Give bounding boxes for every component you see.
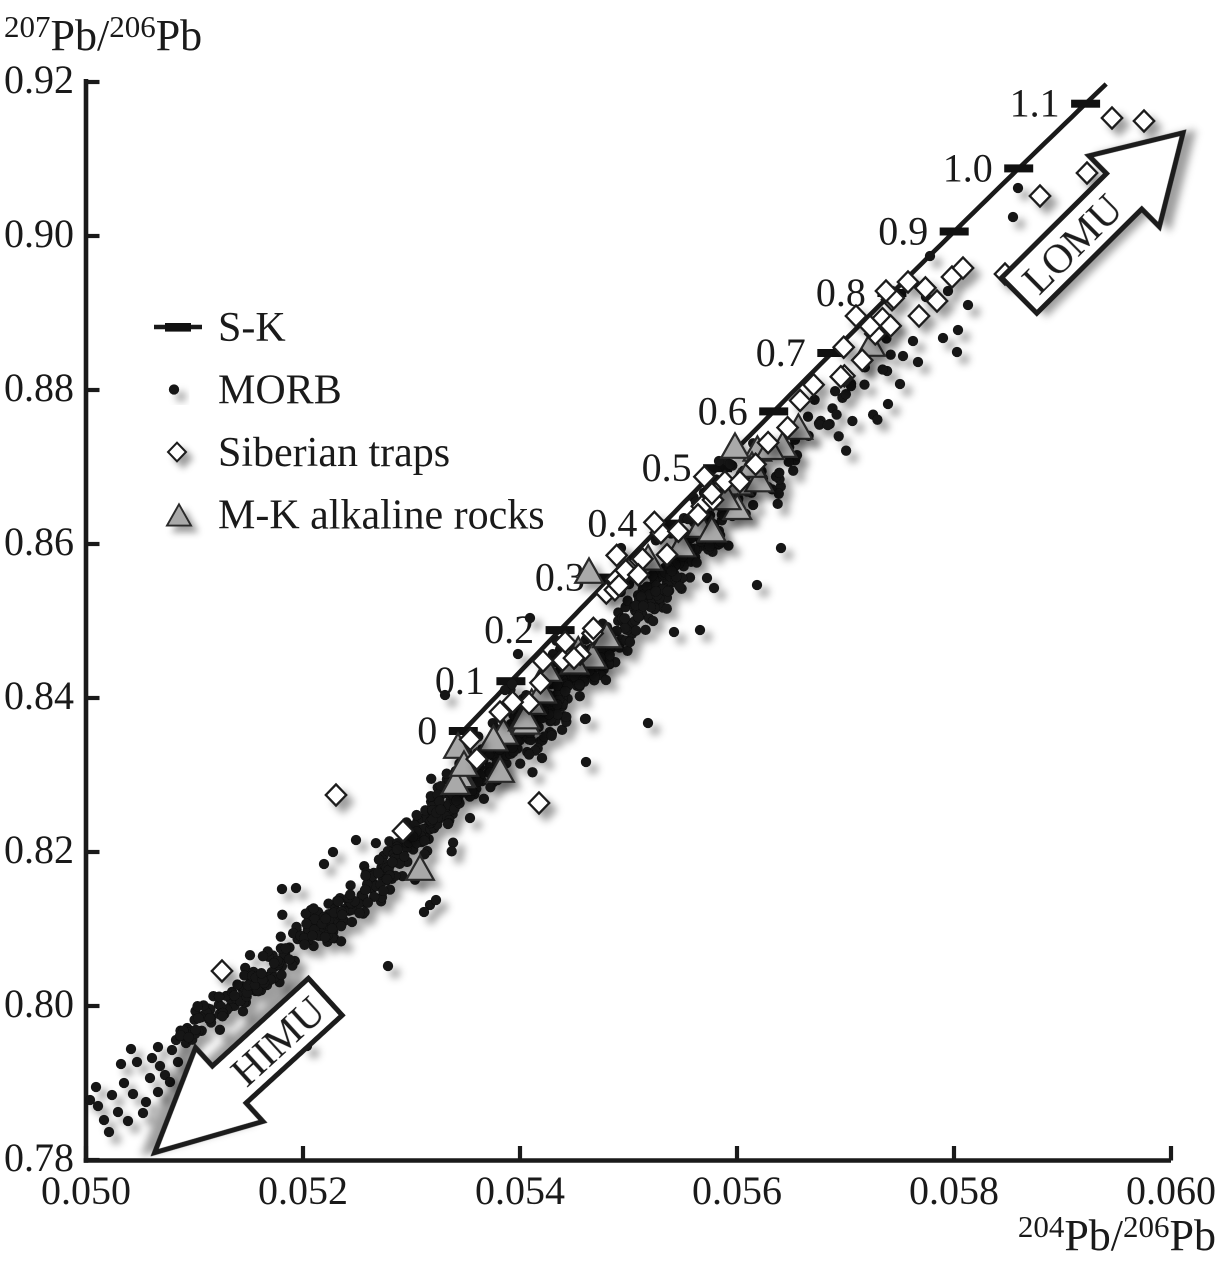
svg-text:Siberian traps: Siberian traps — [218, 430, 450, 476]
svg-text:0.058: 0.058 — [909, 1168, 999, 1213]
svg-text:0.2: 0.2 — [484, 607, 534, 652]
svg-text:0.78: 0.78 — [4, 1135, 74, 1180]
svg-text:0.3: 0.3 — [535, 555, 585, 600]
svg-text:204Pb/206Pb: 204Pb/206Pb — [1018, 1209, 1216, 1260]
svg-text:0.86: 0.86 — [4, 519, 74, 564]
svg-text:207Pb/206Pb: 207Pb/206Pb — [4, 9, 202, 60]
svg-text:1.0: 1.0 — [943, 145, 993, 190]
svg-text:S-K: S-K — [218, 305, 286, 351]
svg-text:0.050: 0.050 — [41, 1168, 131, 1213]
svg-text:0: 0 — [417, 708, 437, 753]
svg-text:0.054: 0.054 — [475, 1168, 565, 1213]
svg-text:0.056: 0.056 — [692, 1168, 782, 1213]
svg-text:0.9: 0.9 — [878, 209, 928, 254]
svg-text:0.6: 0.6 — [698, 388, 748, 433]
svg-text:0.88: 0.88 — [4, 365, 74, 410]
svg-text:0.84: 0.84 — [4, 673, 74, 718]
svg-text:M-K alkaline rocks: M-K alkaline rocks — [218, 493, 545, 539]
svg-text:0.052: 0.052 — [258, 1168, 348, 1213]
svg-text:0.060: 0.060 — [1126, 1168, 1216, 1213]
svg-text:MORB: MORB — [218, 368, 342, 414]
svg-text:1.1: 1.1 — [1010, 81, 1060, 126]
svg-text:0.5: 0.5 — [642, 445, 692, 490]
svg-text:0.92: 0.92 — [4, 57, 74, 102]
svg-text:0.4: 0.4 — [587, 501, 637, 546]
svg-text:0.80: 0.80 — [4, 981, 74, 1026]
svg-text:0.90: 0.90 — [4, 211, 74, 256]
svg-text:0.7: 0.7 — [756, 330, 806, 375]
svg-text:0.82: 0.82 — [4, 827, 74, 872]
